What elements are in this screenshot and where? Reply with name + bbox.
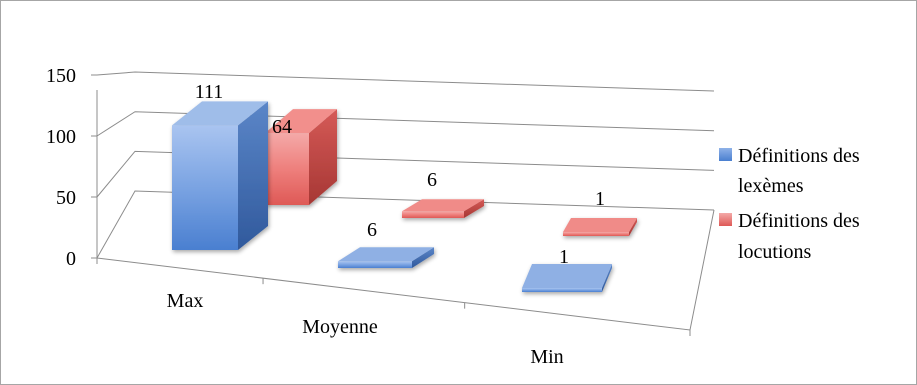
bar-min-lexemes xyxy=(522,264,612,292)
chart-gridlines xyxy=(96,71,715,259)
bar-side-face xyxy=(412,247,434,268)
x-tick-label: Min xyxy=(530,346,563,368)
legend-label-lexemes-line1: Définitions des xyxy=(738,145,860,167)
gridline xyxy=(96,190,715,259)
x-tick-label: Moyenne xyxy=(302,316,378,338)
gridline xyxy=(96,111,715,137)
bar-front-face xyxy=(563,232,629,236)
bar-front-face xyxy=(265,133,309,205)
gridline xyxy=(96,150,715,198)
bar-max-locutions xyxy=(265,109,337,205)
bar-top-face xyxy=(172,101,268,126)
y-axis: 0 50 100 150 xyxy=(46,65,97,270)
data-label: 6 xyxy=(367,219,377,241)
bar-top-face xyxy=(402,199,484,212)
data-label: 64 xyxy=(272,116,292,138)
data-labels: 111 6 1 64 6 1 xyxy=(195,81,605,268)
y-tick-label: 100 xyxy=(46,126,76,148)
legend-label-locutions-line2: locutions xyxy=(738,241,812,263)
bar-side-face xyxy=(464,199,484,218)
bar-top-face xyxy=(563,218,637,232)
bar-front-face xyxy=(338,261,412,268)
chart-bars xyxy=(172,101,637,292)
bar-top-face xyxy=(265,109,337,134)
data-label: 111 xyxy=(195,81,224,103)
y-tick-label: 150 xyxy=(46,65,76,87)
bar-moyenne-locutions xyxy=(402,199,484,218)
data-label: 1 xyxy=(595,188,605,210)
legend-label-locutions-line1: Définitions des xyxy=(738,210,860,232)
y-tick-label: 0 xyxy=(66,248,76,270)
legend: Définitions des lexèmes Définitions des … xyxy=(719,145,860,263)
bar-max-lexemes xyxy=(172,101,268,250)
bar-side-face xyxy=(309,109,337,205)
x-axis: Max Moyenne Min xyxy=(96,258,691,368)
data-label: 6 xyxy=(427,169,437,191)
bar-side-face xyxy=(629,218,637,236)
legend-label-lexemes-line2: lexèmes xyxy=(738,175,804,197)
x-tick-label: Max xyxy=(167,290,204,312)
bar-min-locutions xyxy=(563,218,637,236)
legend-swatch-locutions xyxy=(719,213,732,226)
bar-front-face xyxy=(172,125,238,250)
bar-top-face xyxy=(338,247,434,262)
legend-swatch-lexemes xyxy=(719,148,732,161)
bar-front-face xyxy=(522,288,602,292)
bar-side-face xyxy=(602,264,612,292)
y-tick-label: 50 xyxy=(56,187,76,209)
bar-front-face xyxy=(402,211,464,218)
bar-side-face xyxy=(238,101,268,250)
bar-moyenne-lexemes xyxy=(338,247,434,268)
bar-top-face xyxy=(522,264,612,288)
gridline xyxy=(96,71,715,92)
data-label: 1 xyxy=(559,246,569,268)
